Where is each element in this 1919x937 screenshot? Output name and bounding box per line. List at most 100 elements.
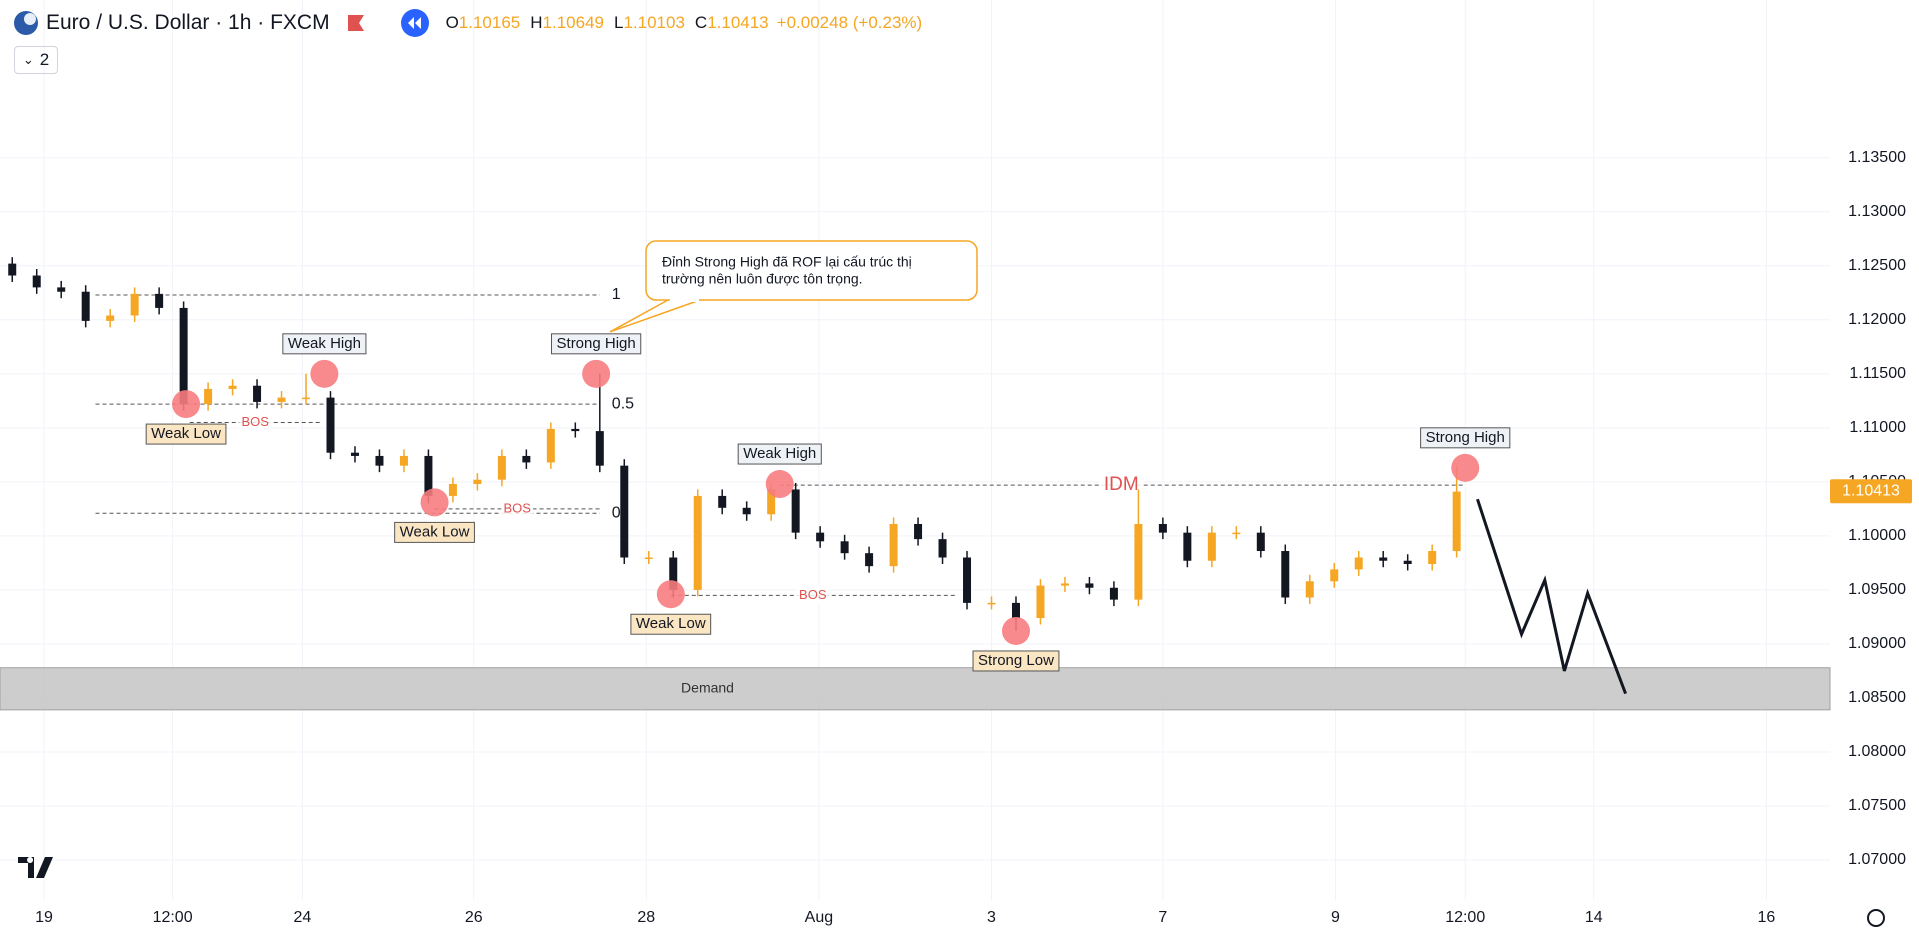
ohlc-value: 1.10649 (542, 13, 604, 32)
candle-body (473, 479, 482, 485)
candle-body (1452, 491, 1461, 552)
projection-line (1476, 498, 1627, 695)
level-label: 0 (612, 504, 621, 521)
y-tick-label: 1.09500 (1848, 581, 1906, 598)
x-tick-label: 26 (465, 909, 483, 926)
y-tick-label: 1.11000 (1849, 419, 1906, 436)
candle-body (669, 557, 678, 590)
tv-logo (18, 857, 53, 878)
replay-button[interactable] (400, 8, 430, 38)
y-tick-label: 1.10000 (1848, 527, 1906, 544)
x-tick-label: 19 (35, 909, 53, 926)
x-tick-label: 28 (637, 909, 655, 926)
candle-body (106, 315, 115, 321)
candle-body (987, 602, 996, 605)
candle-body (228, 385, 237, 389)
demand-zone (0, 667, 1831, 711)
candle-body (1085, 583, 1094, 588)
x-tick-label: 9 (1331, 909, 1340, 926)
x-tick-label: 16 (1757, 909, 1775, 926)
candle-body (1011, 602, 1020, 619)
last-price-label: 1.10413 (1842, 482, 1900, 499)
symbol-title[interactable]: Euro / U.S. Dollar · 1h · FXCM (46, 11, 330, 34)
level-label: 0.5 (612, 395, 634, 412)
swing-label-box (630, 613, 712, 635)
zone-label: Demand (681, 679, 734, 695)
candle-body (767, 489, 776, 515)
candle-body (424, 455, 433, 496)
candle-body (302, 397, 311, 400)
indicators-toggle[interactable]: ⌄ 2 (14, 46, 58, 74)
callout-pointer (609, 299, 701, 333)
x-tick-label: 3 (987, 909, 996, 926)
candle-body (595, 431, 604, 466)
level-label-bg (501, 499, 534, 518)
candle-body (155, 293, 164, 308)
symbol-icon (14, 11, 38, 35)
candle-body (8, 263, 17, 276)
candle-body (889, 524, 898, 567)
candle-body (81, 291, 90, 321)
candle-body (1428, 551, 1437, 564)
flag-icon[interactable] (344, 12, 370, 34)
swing-label: Weak Low (151, 425, 221, 442)
swing-marker (420, 488, 449, 517)
candle-body (1109, 587, 1118, 600)
y-tick-label: 1.13500 (1848, 149, 1906, 166)
callout-text: Đỉnh Strong High đã ROF lại cấu trúc thị (662, 254, 912, 270)
candle-body (1379, 557, 1388, 561)
last-price-tag (1830, 479, 1912, 504)
ohlc-value: 1.10413 (707, 13, 769, 32)
level-label-bg (239, 413, 272, 432)
candle-body (1330, 569, 1339, 582)
candle-body (277, 397, 286, 402)
swing-label: Strong Low (978, 652, 1054, 669)
y-tick-label: 1.13000 (1848, 203, 1906, 220)
x-tick-label: 12:00 (1445, 909, 1485, 926)
x-tick-label: 12:00 (153, 909, 193, 926)
candle-body (963, 557, 972, 603)
swing-label-box (972, 650, 1060, 672)
swing-label-box (394, 521, 475, 543)
candle-body (1256, 532, 1265, 552)
candle-body (204, 388, 213, 405)
level-label: 1 (612, 286, 621, 303)
level-label-bg (1099, 476, 1144, 495)
candle-body (1036, 585, 1045, 619)
settings-button[interactable] (1867, 909, 1885, 927)
swing-label-box (1420, 427, 1511, 449)
candle-body (1158, 524, 1167, 533)
candle-body (326, 397, 335, 453)
candle-body (1232, 532, 1241, 535)
level-label: IDM (1104, 474, 1139, 495)
level-label-bg (796, 586, 829, 605)
swing-label: Weak Low (636, 615, 706, 632)
swing-marker (1451, 453, 1480, 482)
swing-label-box (145, 423, 227, 445)
swing-label: Weak High (743, 445, 816, 462)
candle-body (742, 507, 751, 515)
candle-body (1281, 551, 1290, 598)
candle-body (840, 541, 849, 554)
ohlc-value: 1.10165 (458, 13, 521, 32)
chevron: ⌄ (22, 52, 34, 67)
candle-body (497, 455, 506, 480)
candle-body (1060, 583, 1069, 586)
ohlc-key: L (613, 13, 624, 32)
y-tick-label: 1.12500 (1848, 257, 1906, 274)
candle-body (130, 293, 139, 316)
swing-label: Strong High (1426, 429, 1505, 446)
callout-box (645, 240, 978, 301)
candle-body (914, 524, 923, 540)
swing-label-box (737, 443, 822, 465)
y-tick-label: 1.07500 (1848, 797, 1906, 814)
swing-marker (656, 580, 685, 609)
candle-body (253, 385, 262, 402)
candle-body (179, 307, 188, 405)
candle-body (448, 484, 457, 496)
level-label: BOS (241, 414, 269, 429)
candle-body (1354, 557, 1363, 570)
callout-gap (670, 297, 699, 302)
